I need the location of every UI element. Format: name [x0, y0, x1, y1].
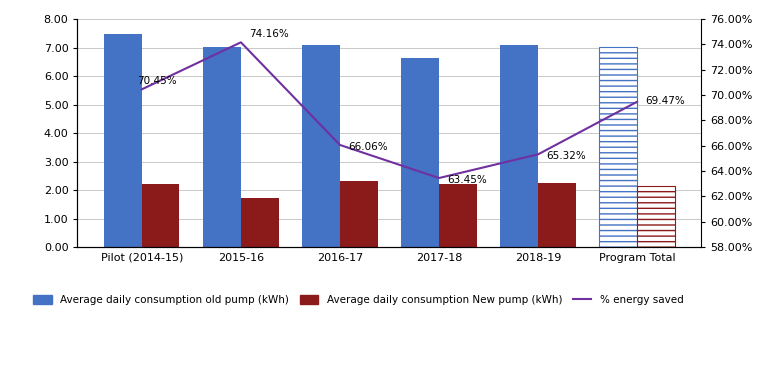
Text: 63.45%: 63.45% [447, 175, 487, 185]
Bar [142, 184, 180, 247]
Text: 69.47%: 69.47% [645, 96, 685, 106]
Text: 65.32%: 65.32% [546, 151, 586, 161]
Bar [303, 45, 340, 247]
Bar [501, 45, 538, 247]
Bar [538, 183, 576, 247]
Bar [637, 186, 675, 247]
Text: 66.06%: 66.06% [348, 142, 388, 152]
Text: 70.45%: 70.45% [137, 76, 177, 86]
Bar [439, 184, 477, 247]
Bar [241, 198, 279, 247]
Bar [600, 47, 637, 247]
Text: 74.16%: 74.16% [249, 29, 289, 39]
Bar [402, 58, 439, 247]
Bar [340, 181, 378, 247]
Bar [104, 34, 142, 247]
Legend: Average daily consumption old pump (kWh), Average daily consumption New pump (kW: Average daily consumption old pump (kWh)… [28, 290, 689, 310]
Bar [204, 47, 241, 247]
